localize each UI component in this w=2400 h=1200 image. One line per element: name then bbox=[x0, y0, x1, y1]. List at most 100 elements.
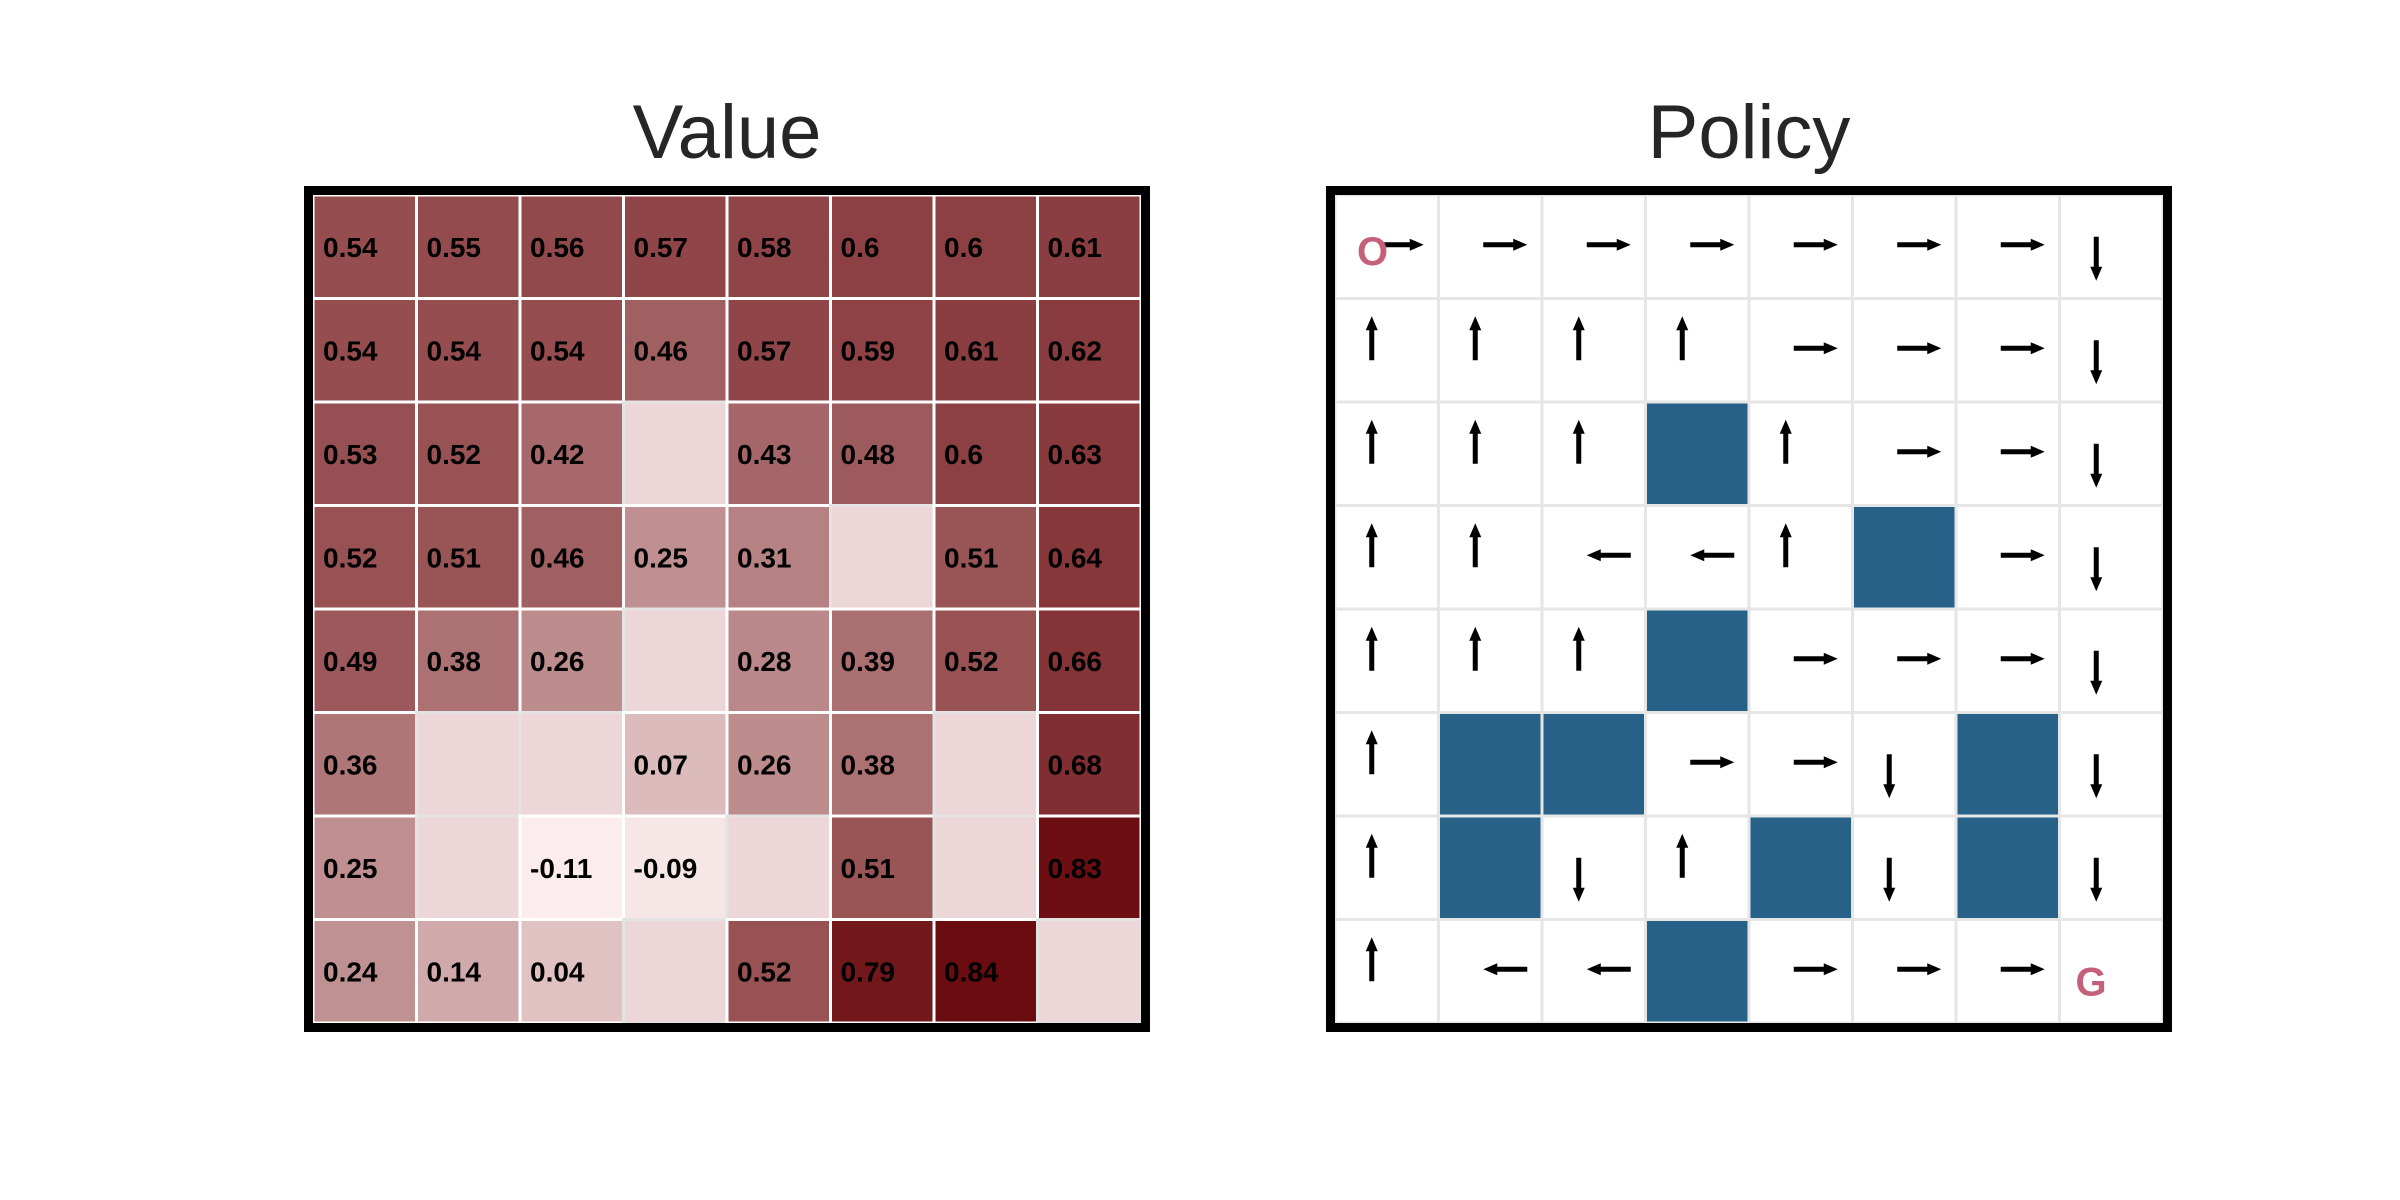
policy-cell bbox=[1335, 711, 1440, 818]
value-cell-label: 0.61 bbox=[944, 335, 999, 366]
policy-arrow-up bbox=[1469, 419, 1482, 464]
value-cell bbox=[829, 711, 936, 818]
policy-panel-title: Policy bbox=[1647, 90, 1851, 175]
policy-cell bbox=[2058, 504, 2163, 611]
policy-wall-cell bbox=[1644, 607, 1751, 714]
policy-cell bbox=[1335, 504, 1440, 611]
value-cell bbox=[932, 814, 1039, 921]
value-cell bbox=[415, 711, 522, 818]
value-cell bbox=[1036, 918, 1141, 1023]
value-cell-label: 0.66 bbox=[1048, 646, 1103, 677]
policy-arrow-right bbox=[2000, 445, 2045, 458]
value-cell-label: 0.59 bbox=[841, 335, 896, 366]
value-cell bbox=[829, 504, 936, 611]
policy-arrow-right bbox=[2000, 963, 2045, 976]
policy-cell bbox=[2058, 711, 2163, 818]
policy-arrow-down bbox=[2090, 236, 2103, 281]
value-cell bbox=[622, 195, 729, 300]
policy-arrow-up bbox=[1779, 419, 1792, 464]
policy-arrow-up bbox=[1365, 316, 1378, 361]
policy-wall-cell bbox=[1540, 711, 1647, 818]
policy-cell bbox=[1851, 711, 1958, 818]
value-cell-label: 0.42 bbox=[530, 439, 585, 470]
policy-arrow-up bbox=[1572, 626, 1585, 671]
value-cell-label: 0.26 bbox=[737, 749, 792, 780]
policy-arrow-up bbox=[1365, 419, 1378, 464]
value-cell-label: 0.62 bbox=[1048, 335, 1103, 366]
policy-arrow-up bbox=[1365, 937, 1378, 982]
value-cell bbox=[622, 711, 729, 818]
value-cell bbox=[518, 400, 625, 507]
policy-cell bbox=[1747, 400, 1854, 507]
value-cell-label: 0.68 bbox=[1048, 749, 1103, 780]
value-cell-label: 0.6 bbox=[944, 439, 983, 470]
value-cell bbox=[932, 918, 1039, 1023]
policy-arrow-down bbox=[1883, 754, 1896, 799]
policy-arrow-up bbox=[1365, 730, 1378, 775]
value-cell-label: 0.51 bbox=[427, 542, 482, 573]
value-cell-label: 0.38 bbox=[841, 749, 896, 780]
policy-cell bbox=[1335, 918, 1440, 1023]
value-cell-label: 0.25 bbox=[634, 542, 689, 573]
value-heatmap: 0.54 0.55 0.56 0.57 0.58 0.6 0.6 0.61 0.54 0.54 0.… bbox=[304, 186, 1150, 1032]
value-cell bbox=[622, 607, 729, 714]
policy-arrow-up bbox=[1676, 833, 1689, 878]
value-cell bbox=[518, 918, 625, 1023]
value-cell-label: 0.46 bbox=[530, 542, 585, 573]
policy-arrow-right bbox=[2000, 549, 2045, 562]
value-cell bbox=[932, 195, 1039, 300]
value-cell-label: 0.04 bbox=[530, 956, 585, 987]
value-cell-label: 0.43 bbox=[737, 439, 792, 470]
value-cell-label: 0.14 bbox=[427, 956, 482, 987]
policy-arrow-up bbox=[1365, 523, 1378, 568]
policy-arrow-right bbox=[1793, 342, 1838, 355]
policy-cell bbox=[1437, 607, 1544, 714]
value-cell bbox=[415, 195, 522, 300]
value-cell-label: -0.09 bbox=[634, 853, 698, 884]
policy-arrow-right bbox=[1690, 756, 1735, 769]
value-cell bbox=[829, 400, 936, 507]
value-panel-title: Value bbox=[632, 90, 822, 175]
value-cell-label: 0.53 bbox=[323, 439, 378, 470]
policy-arrow-down bbox=[2090, 547, 2103, 592]
policy-arrow-right bbox=[1897, 342, 1942, 355]
policy-arrow-left bbox=[1690, 549, 1735, 562]
policy-cell bbox=[1851, 814, 1958, 921]
policy-wall-cell bbox=[1851, 504, 1958, 611]
policy-cell bbox=[2058, 918, 2163, 1023]
value-cell-label: 0.24 bbox=[323, 956, 378, 987]
policy-arrow-up bbox=[1469, 316, 1482, 361]
policy-arrow-up bbox=[1676, 316, 1689, 361]
policy-arrow-right bbox=[1793, 238, 1838, 251]
value-cell-label: 0.52 bbox=[427, 439, 482, 470]
value-cell-label: -0.11 bbox=[530, 853, 592, 884]
policy-arrow-up bbox=[1469, 523, 1482, 568]
value-cell-label: 0.25 bbox=[323, 853, 378, 884]
policy-cell bbox=[1335, 297, 1440, 404]
value-cell bbox=[1036, 297, 1141, 404]
value-cell-label: 0.54 bbox=[323, 232, 378, 263]
value-cell-label: 0.52 bbox=[737, 956, 792, 987]
value-cell-label: 0.55 bbox=[427, 232, 482, 263]
value-cell bbox=[518, 297, 625, 404]
policy-cell bbox=[1540, 607, 1647, 714]
value-cell bbox=[518, 504, 625, 611]
value-cell-label: 0.26 bbox=[530, 646, 585, 677]
value-cell bbox=[725, 400, 832, 507]
value-cell bbox=[313, 297, 418, 404]
policy-cell bbox=[2058, 195, 2163, 300]
value-cell-label: 0.38 bbox=[427, 646, 482, 677]
policy-arrow-up bbox=[1779, 523, 1792, 568]
value-cell bbox=[725, 297, 832, 404]
value-cell bbox=[829, 814, 936, 921]
value-cell bbox=[622, 400, 729, 507]
value-cell bbox=[313, 814, 418, 921]
policy-cell bbox=[1644, 814, 1751, 921]
policy-cell bbox=[1540, 297, 1647, 404]
value-cell-label: 0.46 bbox=[634, 335, 689, 366]
value-cell-label: 0.56 bbox=[530, 232, 585, 263]
value-cell bbox=[932, 711, 1039, 818]
policy-arrow-right bbox=[1793, 652, 1838, 665]
value-cell-label: 0.57 bbox=[737, 335, 792, 366]
value-cell-label: 0.07 bbox=[634, 749, 689, 780]
